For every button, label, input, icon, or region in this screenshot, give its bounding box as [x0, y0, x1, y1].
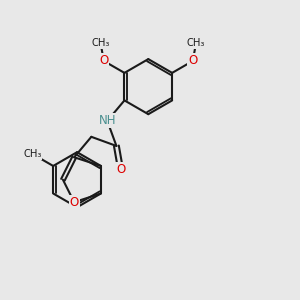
- Text: CH₃: CH₃: [92, 38, 110, 48]
- Text: CH₃: CH₃: [187, 38, 205, 48]
- Text: NH: NH: [98, 114, 116, 128]
- Text: O: O: [116, 163, 125, 176]
- Text: CH₃: CH₃: [23, 149, 42, 159]
- Text: O: O: [99, 54, 108, 68]
- Text: O: O: [70, 196, 79, 209]
- Text: O: O: [188, 54, 197, 68]
